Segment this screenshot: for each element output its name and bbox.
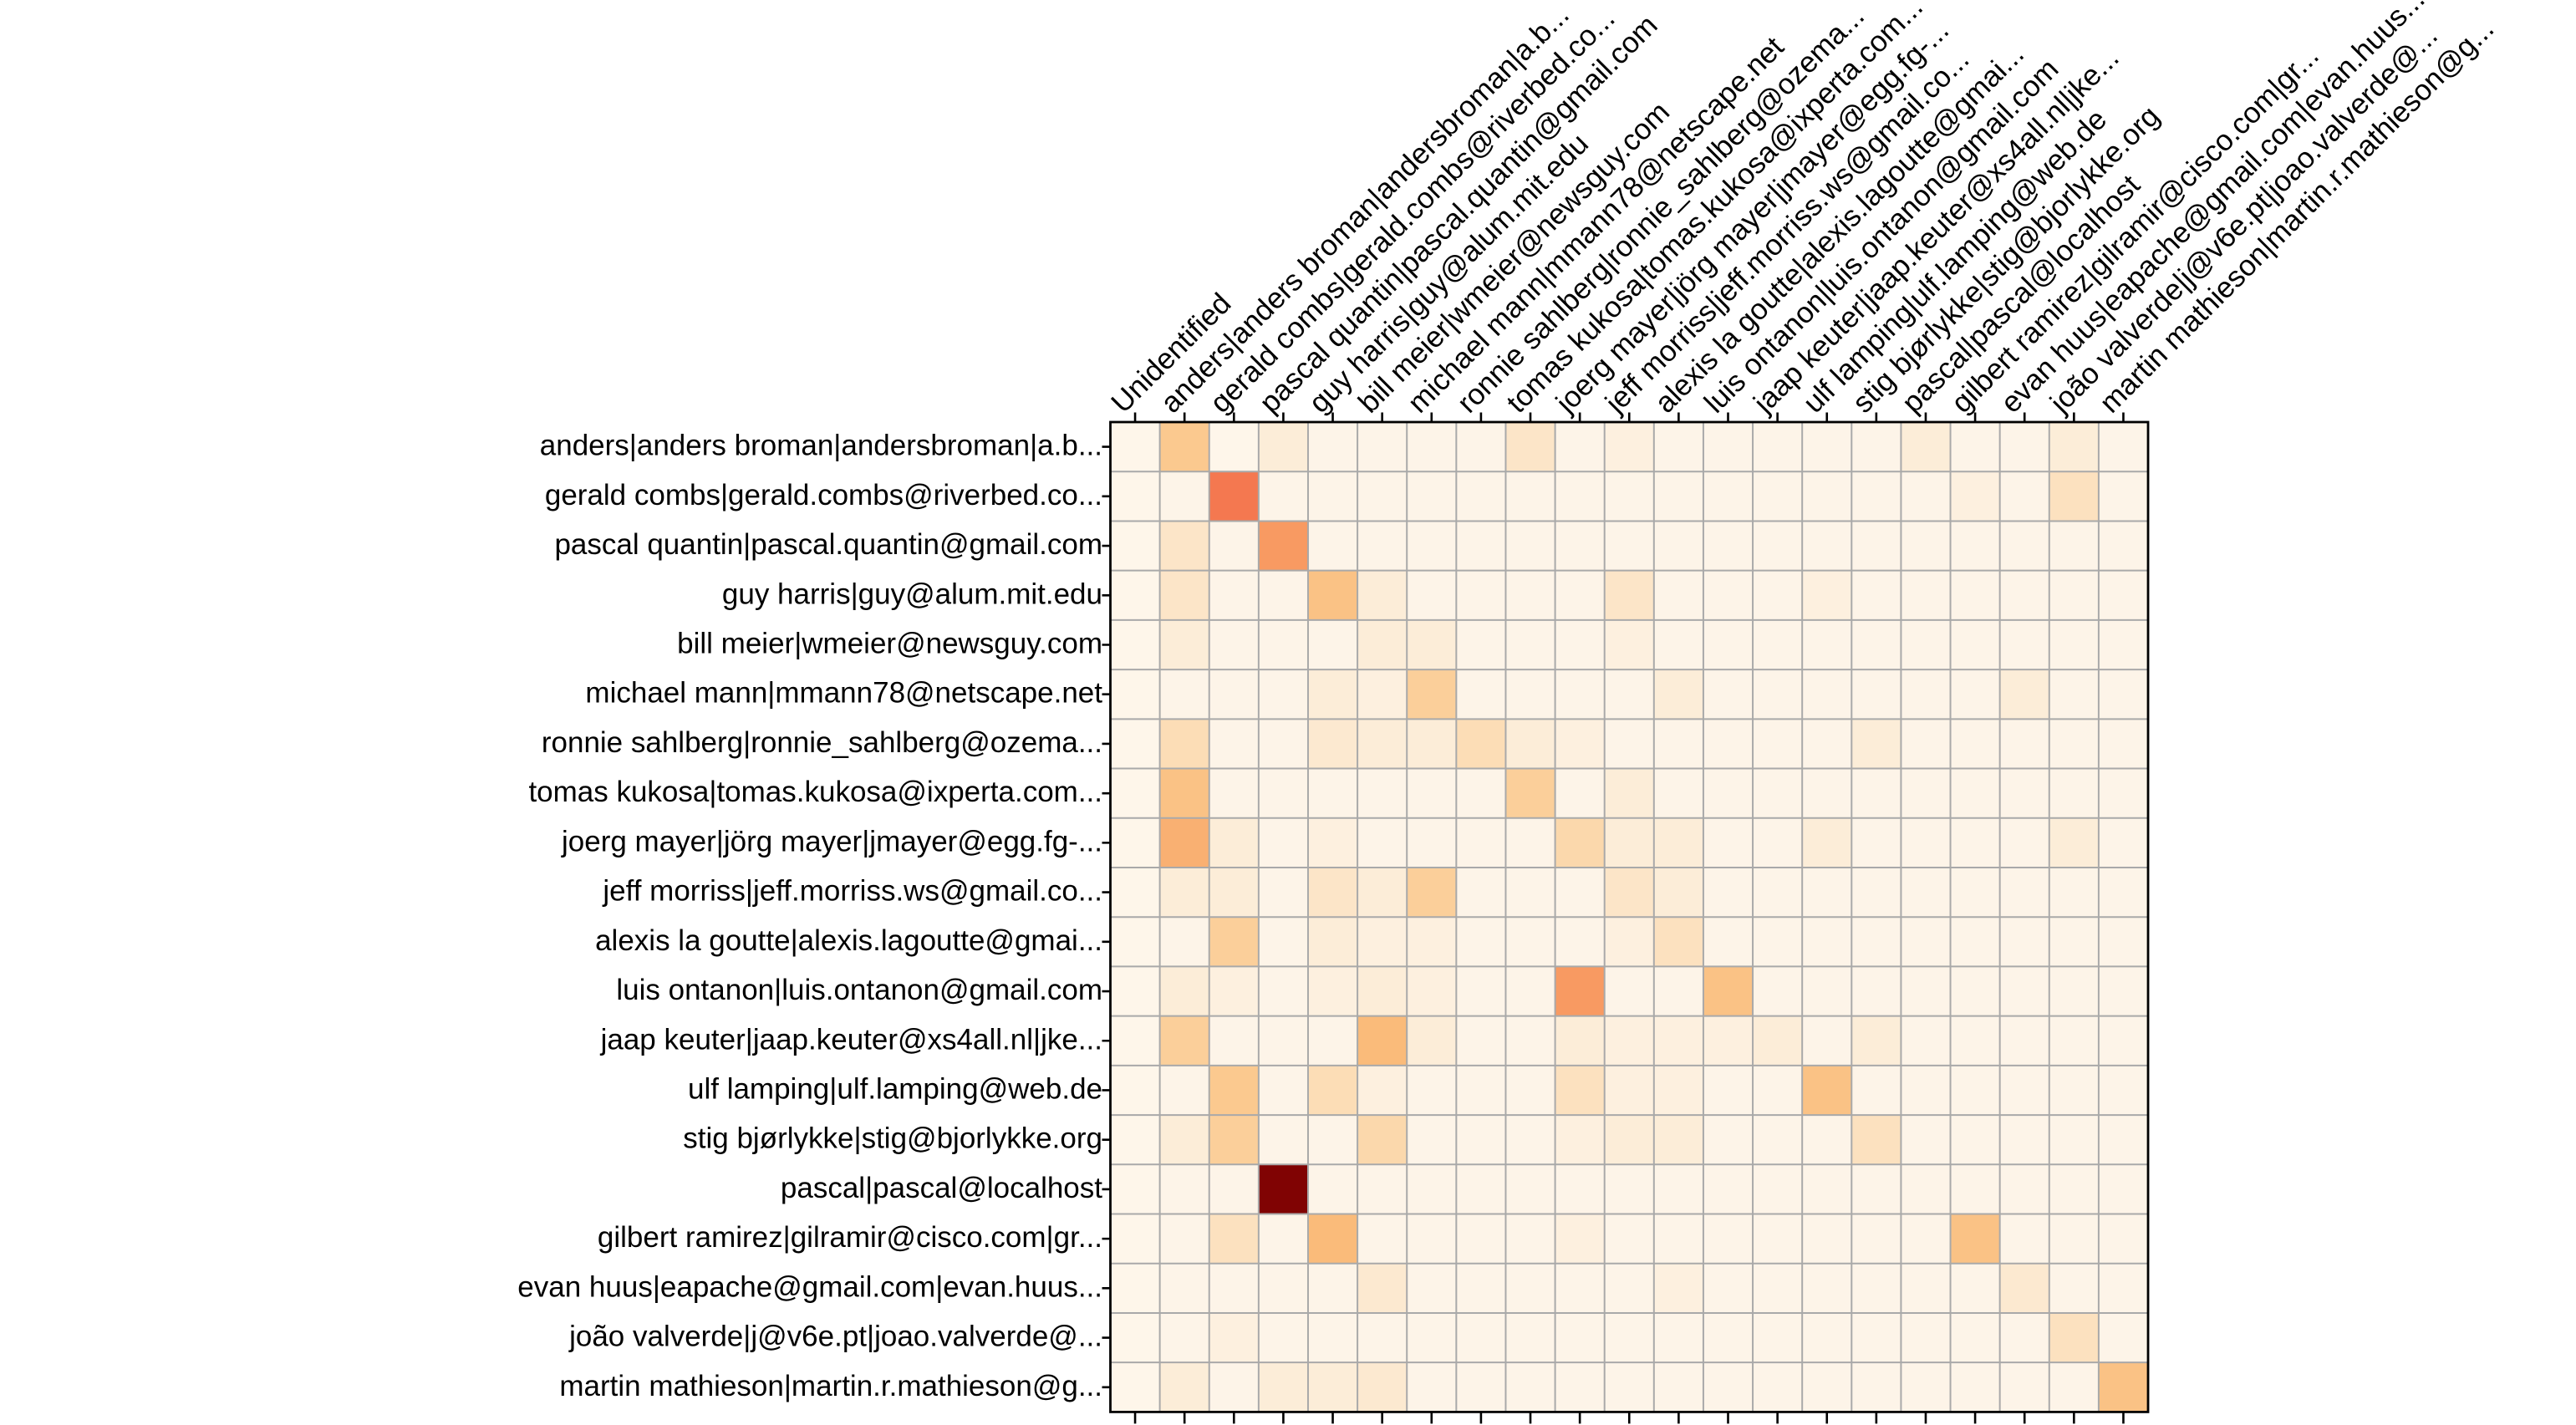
svg-text:joerg mayer|jörg mayer|jmayer@: joerg mayer|jörg mayer|jmayer@egg.fg-... xyxy=(561,825,1102,858)
svg-text:jaap keuter|jaap.keuter@xs4all: jaap keuter|jaap.keuter@xs4all.nl|jke... xyxy=(600,1023,1102,1056)
svg-text:ronnie sahlberg|ronnie_sahlber: ronnie sahlberg|ronnie_sahlberg@ozema... xyxy=(542,726,1102,759)
svg-text:ulf lamping|ulf.lamping@web.de: ulf lamping|ulf.lamping@web.de xyxy=(688,1072,1102,1105)
svg-text:michael mann|mmann78@netscape.: michael mann|mmann78@netscape.net xyxy=(585,677,1102,710)
svg-text:stig bjørlykke|stig@bjorlykke.: stig bjørlykke|stig@bjorlykke.org xyxy=(683,1122,1102,1155)
svg-text:pascal quantin|pascal.quantin@: pascal quantin|pascal.quantin@gmail.com xyxy=(554,528,1102,561)
svg-text:bill meier|wmeier@newsguy.com: bill meier|wmeier@newsguy.com xyxy=(677,627,1102,659)
svg-text:alexis la goutte|alexis.lagout: alexis la goutte|alexis.lagoutte@gmai... xyxy=(595,924,1102,957)
svg-text:gilbert ramirez|gilramir@cisco: gilbert ramirez|gilramir@cisco.com|gr... xyxy=(598,1221,1102,1254)
svg-text:evan huus|eapache@gmail.com|ev: evan huus|eapache@gmail.com|evan.huus... xyxy=(517,1270,1102,1303)
svg-text:luis ontanon|luis.ontanon@gmai: luis ontanon|luis.ontanon@gmail.com xyxy=(616,974,1102,1006)
svg-text:tomas kukosa|tomas.kukosa@ixpe: tomas kukosa|tomas.kukosa@ixperta.com... xyxy=(528,776,1102,808)
svg-text:guy harris|guy@alum.mit.edu: guy harris|guy@alum.mit.edu xyxy=(722,578,1102,610)
svg-text:gerald combs|gerald.combs@rive: gerald combs|gerald.combs@riverbed.co... xyxy=(545,479,1102,511)
svg-text:jeff morriss|jeff.morriss.ws@g: jeff morriss|jeff.morriss.ws@gmail.co... xyxy=(602,875,1102,908)
svg-text:pascal|pascal@localhost: pascal|pascal@localhost xyxy=(781,1172,1102,1204)
svg-text:anders|anders broman|andersbro: anders|anders broman|andersbroman|a.b... xyxy=(540,430,1102,462)
svg-text:martin mathieson|martin.r.math: martin mathieson|martin.r.mathieson@g... xyxy=(559,1370,1102,1402)
svg-text:joão valverde|j@v6e.pt|joao.va: joão valverde|j@v6e.pt|joao.valverde@... xyxy=(568,1321,1102,1353)
